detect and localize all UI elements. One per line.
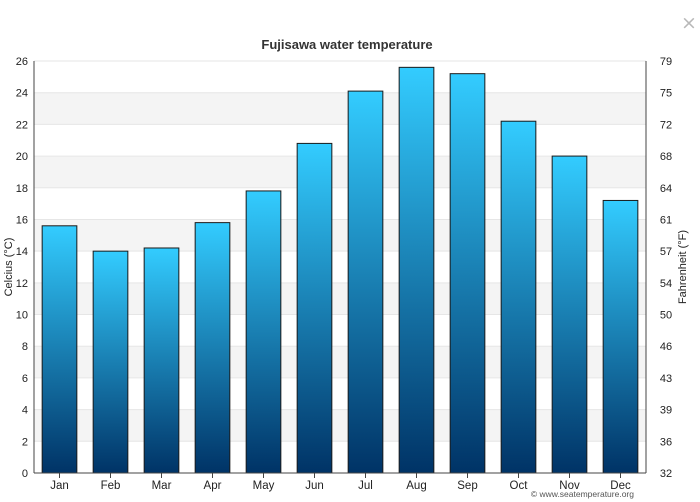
y-tick-label-left: 26 — [16, 56, 28, 68]
x-tick-label: Jan — [50, 480, 69, 492]
grid-band — [34, 409, 646, 442]
x-tick-label: Feb — [101, 480, 121, 492]
x-tick-label: Oct — [510, 480, 529, 492]
bar-dec — [602, 199, 639, 474]
grid-band — [34, 156, 646, 188]
bar-jun — [296, 142, 333, 474]
grid-band — [34, 219, 646, 252]
y-tick-label-right: 32 — [660, 468, 672, 480]
y-tick-label-right: 54 — [660, 278, 672, 290]
bar-feb — [92, 250, 129, 474]
x-tick-label: Jun — [305, 480, 324, 492]
grid-band — [34, 282, 646, 315]
y-tick-label-right: 72 — [660, 119, 672, 131]
bar-jul — [347, 90, 384, 474]
y-tick-label-left: 24 — [16, 88, 28, 100]
x-tick-label: Dec — [610, 480, 631, 492]
x-tick-label: Aug — [406, 480, 426, 492]
y-tick-label-left: 16 — [16, 214, 28, 226]
y-tick-label-right: 57 — [660, 246, 672, 258]
bar-may — [245, 190, 282, 474]
grid-band — [34, 346, 646, 378]
bar-nov — [551, 155, 588, 474]
y-tick-label-left: 18 — [16, 183, 28, 195]
source-credit: © www.seatemperature.org — [531, 489, 634, 499]
y-tick-label-right: 36 — [660, 436, 672, 448]
grid-band — [34, 92, 646, 125]
x-tick-label: Mar — [152, 480, 172, 492]
y-axis-title-left: Celcius (°C) — [3, 238, 15, 297]
y-tick-label-left: 6 — [22, 373, 28, 385]
bar-oct — [500, 120, 537, 474]
bar-apr — [194, 222, 231, 474]
y-tick-label-right: 43 — [660, 373, 672, 385]
y-tick-label-left: 10 — [16, 310, 28, 322]
bar-sep — [449, 73, 486, 474]
y-tick-label-right: 46 — [660, 341, 672, 353]
y-tick-label-right: 68 — [660, 151, 672, 163]
close-icon[interactable]: × — [681, 12, 697, 34]
x-tick-label: May — [253, 480, 275, 492]
y-tick-label-left: 0 — [22, 468, 28, 480]
y-tick-label-right: 79 — [660, 56, 672, 68]
bar-jan — [41, 225, 78, 474]
y-tick-label-right: 50 — [660, 310, 672, 322]
x-tick-label: Apr — [204, 480, 222, 492]
y-tick-label-left: 2 — [22, 436, 28, 448]
y-axis-title-right: Fahrenheit (°F) — [677, 230, 689, 304]
y-tick-label-left: 8 — [22, 341, 28, 353]
bar-mar — [143, 247, 180, 474]
y-tick-label-left: 22 — [16, 119, 28, 131]
y-tick-label-left: 12 — [16, 278, 28, 290]
x-tick-label: Nov — [559, 480, 580, 492]
y-tick-label-right: 39 — [660, 405, 672, 417]
chart-title: Fujisawa water temperature — [261, 37, 432, 52]
y-tick-label-left: 14 — [16, 246, 28, 258]
x-tick-label: Sep — [457, 480, 477, 492]
x-tick-label: Jul — [358, 480, 373, 492]
y-tick-label-right: 64 — [660, 183, 672, 195]
y-tick-label-right: 75 — [660, 88, 672, 100]
y-tick-label-left: 4 — [22, 405, 28, 417]
bar-aug — [398, 66, 435, 474]
y-tick-label-right: 61 — [660, 214, 672, 226]
y-tick-label-left: 20 — [16, 151, 28, 163]
